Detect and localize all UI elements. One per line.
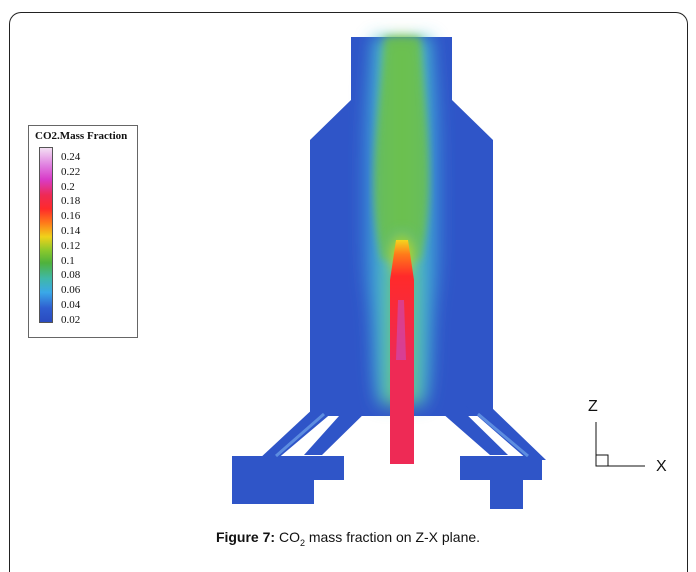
legend-tick: 0.2 — [61, 180, 75, 193]
legend-tick: 0.08 — [61, 269, 81, 282]
caption-subscript: 2 — [299, 537, 305, 548]
legend-tick: 0.22 — [61, 165, 81, 178]
flame-core — [390, 240, 414, 464]
legend-tick: 0.06 — [61, 284, 81, 297]
legend-tick-labels: 0.24 0.22 0.2 0.18 0.16 0.14 0.12 0.1 0.… — [61, 150, 80, 328]
legend-colorbar — [39, 147, 53, 323]
x-axis-label: X — [656, 458, 667, 475]
legend-tick: 0.16 — [61, 210, 81, 223]
legend-tick: 0.14 — [61, 224, 81, 237]
legend-tick: 0.18 — [61, 195, 81, 208]
legend-tick: 0.1 — [61, 254, 75, 267]
caption-text: mass fraction on Z-X plane. — [304, 529, 481, 545]
legend: CO2.Mass Fraction 0.24 0.22 0.2 0.18 0.1… — [28, 125, 138, 338]
legend-tick: 0.04 — [61, 298, 81, 311]
legend-tick: 0.24 — [61, 151, 81, 163]
axis-indicator — [595, 422, 645, 467]
z-axis-label: Z — [588, 398, 598, 415]
legend-tick: 0.02 — [61, 313, 81, 326]
caption-prefix: Figure 7: — [215, 529, 276, 545]
legend-tick: 0.12 — [61, 239, 81, 252]
figure-caption: Figure 7: CO2 mass fraction on Z-X plane… — [0, 529, 696, 548]
legend-title: CO2.Mass Fraction — [35, 130, 128, 142]
caption-co: CO — [275, 529, 300, 545]
co2-plume — [357, 37, 447, 405]
